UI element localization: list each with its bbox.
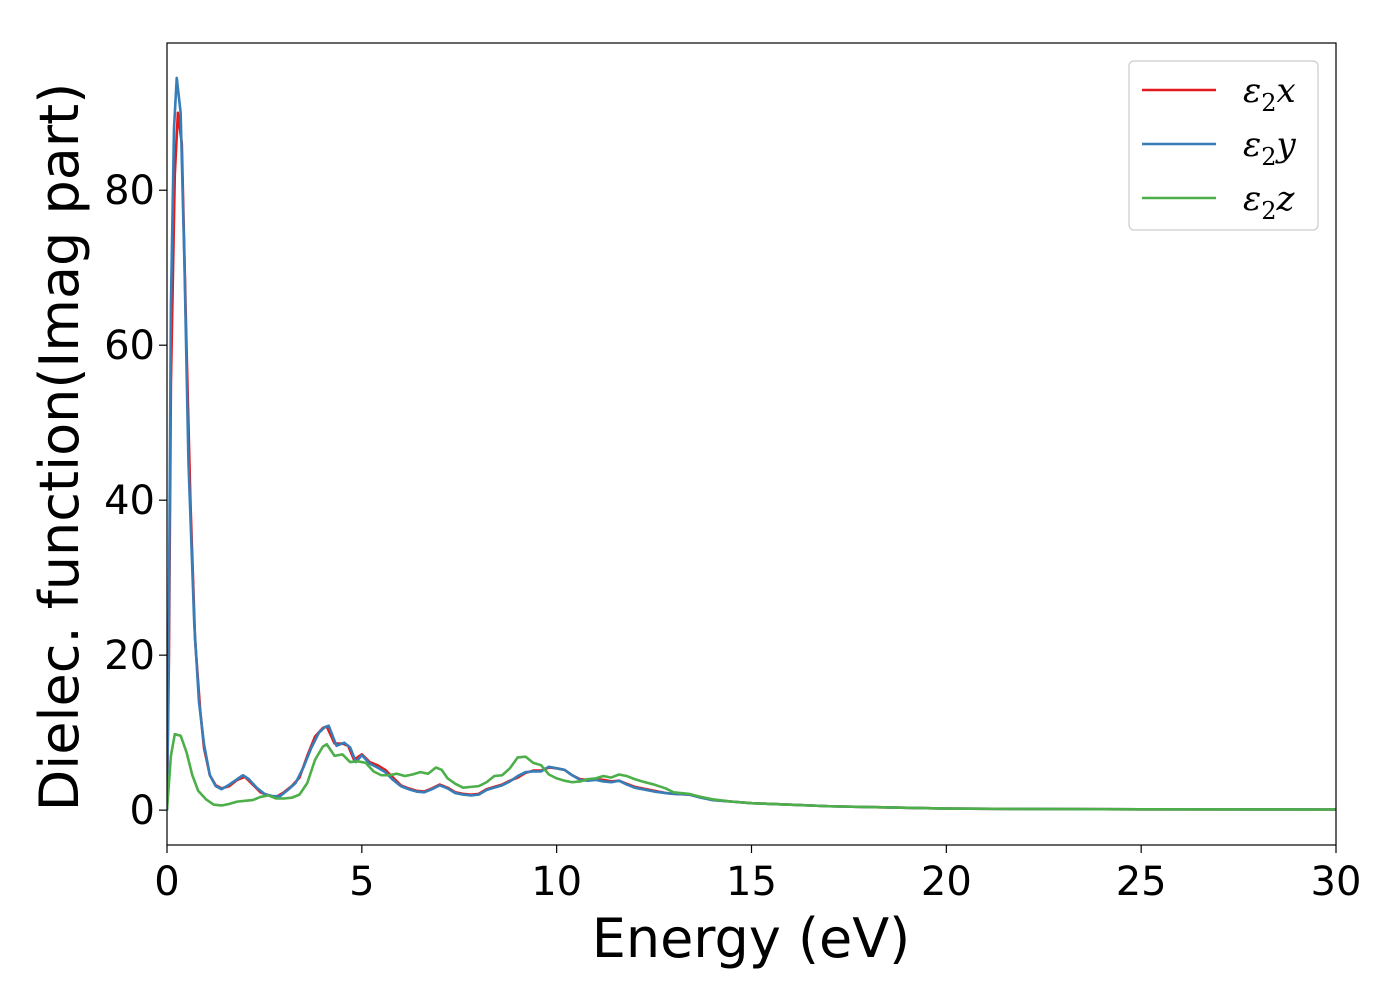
y-tick-label: 60 xyxy=(104,323,155,369)
x-tick-label: 30 xyxy=(1311,859,1362,905)
x-tick-label: 20 xyxy=(921,859,972,905)
y-tick-label: 0 xyxy=(130,788,155,834)
x-tick-label: 0 xyxy=(154,859,179,905)
legend-label-x: ε2x xyxy=(1243,71,1296,117)
legend: ε2x ε2y ε2z xyxy=(1128,60,1319,231)
legend-box xyxy=(1128,60,1319,231)
series-line-z xyxy=(167,732,1336,811)
y-axis: 0 20 40 60 80 xyxy=(104,168,167,834)
series-line-y xyxy=(167,76,1336,811)
x-tick-label: 15 xyxy=(726,859,777,905)
y-tick-label: 20 xyxy=(104,633,155,679)
legend-label-y: ε2y xyxy=(1243,125,1297,171)
x-tick-label: 10 xyxy=(531,859,582,905)
x-axis: 0 5 10 15 20 25 30 xyxy=(154,845,1361,905)
x-axis-label: Energy (eV) xyxy=(592,907,911,970)
x-tick-label: 5 xyxy=(349,859,374,905)
y-axis-label: Dielec. function(Imag part) xyxy=(28,83,91,812)
legend-label-z: ε2z xyxy=(1243,179,1296,225)
y-tick-label: 40 xyxy=(104,478,155,524)
series-layer xyxy=(167,76,1336,811)
x-tick-label: 25 xyxy=(1116,859,1167,905)
y-tick-label: 80 xyxy=(104,168,155,214)
